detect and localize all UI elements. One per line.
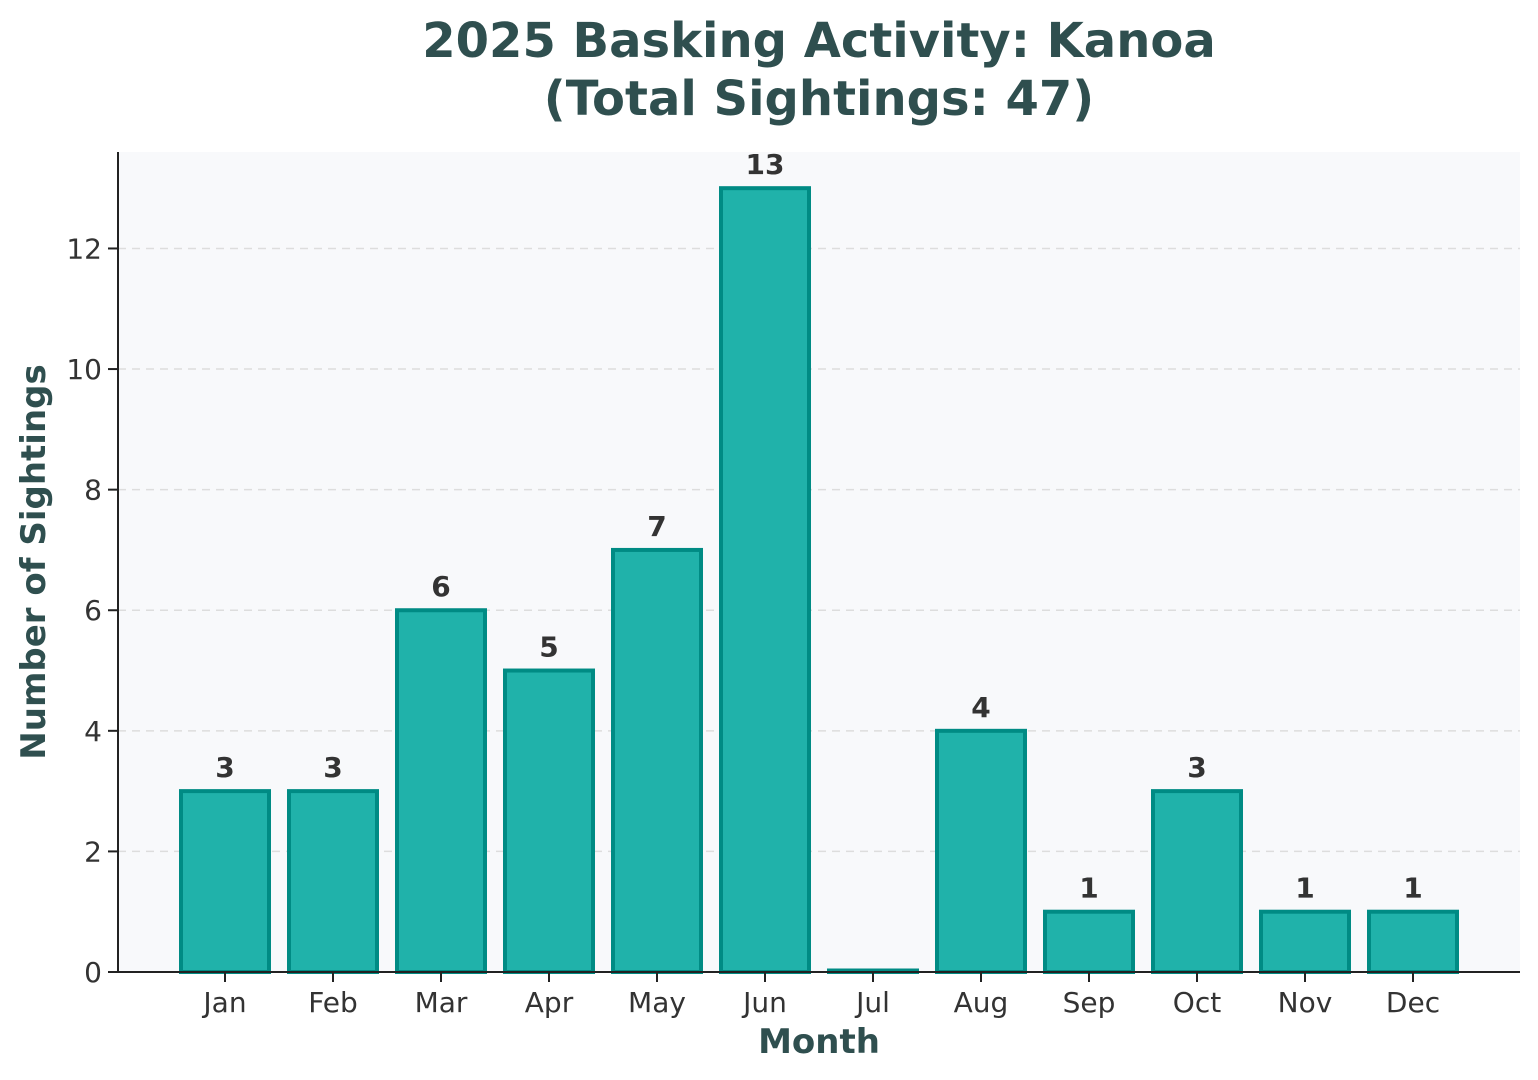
x-tick-label-jun: Jun xyxy=(741,986,787,1019)
bar-dec xyxy=(1367,909,1459,974)
y-axis-label: Number of Sightings xyxy=(14,364,54,759)
y-tick-label: 6 xyxy=(84,594,102,627)
data-label-apr: 5 xyxy=(539,631,558,664)
x-axis-label: Month xyxy=(758,1022,880,1062)
x-ticks: Jan Feb Mar Apr May Jun Jul Aug Sep Oct Nov Dec xyxy=(201,972,1440,1019)
data-label-oct: 3 xyxy=(1187,751,1206,784)
data-label-mar: 6 xyxy=(431,570,450,603)
x-tick-label-jan: Jan xyxy=(201,986,246,1019)
bar-may xyxy=(611,547,703,974)
y-tick-label: 2 xyxy=(84,835,102,868)
x-tick-label-apr: Apr xyxy=(525,986,574,1019)
bars xyxy=(179,186,1459,975)
x-tick-label-feb: Feb xyxy=(308,986,358,1019)
bar-feb xyxy=(287,789,379,975)
x-tick-label-jul: Jul xyxy=(854,986,890,1019)
data-label-may: 7 xyxy=(647,510,666,543)
bar-aug xyxy=(935,728,1027,975)
data-label-feb: 3 xyxy=(323,751,342,784)
y-tick-label: 4 xyxy=(84,715,102,748)
bar-mar xyxy=(395,608,487,974)
bar-jan xyxy=(179,789,271,975)
x-tick-label-sep: Sep xyxy=(1063,986,1116,1019)
chart-title: 2025 Basking Activity: Kanoa xyxy=(422,13,1215,69)
bar-jun xyxy=(719,186,811,975)
grid-lines xyxy=(118,247,1520,853)
y-tick-label: 8 xyxy=(84,474,102,507)
x-tick-label-may: May xyxy=(628,986,686,1019)
bar-sep xyxy=(1043,909,1135,974)
data-label-jun: 13 xyxy=(746,148,785,181)
y-tick-label: 12 xyxy=(66,232,102,265)
x-tick-label-nov: Nov xyxy=(1278,986,1333,1019)
bar-oct xyxy=(1151,789,1243,975)
x-tick-label-oct: Oct xyxy=(1173,986,1221,1019)
data-label-sep: 1 xyxy=(1079,872,1098,905)
x-tick-label-aug: Aug xyxy=(954,986,1009,1019)
y-ticks: 0 2 4 6 8 10 12 xyxy=(66,232,118,989)
x-tick-label-mar: Mar xyxy=(415,986,468,1019)
bar-nov xyxy=(1259,909,1351,974)
data-label-jan: 3 xyxy=(215,751,234,784)
y-tick-label: 10 xyxy=(66,353,102,386)
y-tick-label: 0 xyxy=(84,956,102,989)
data-label-aug: 4 xyxy=(971,691,990,724)
data-label-nov: 1 xyxy=(1295,872,1314,905)
bar-apr xyxy=(503,668,595,974)
chart-subtitle: (Total Sightings: 47) xyxy=(544,71,1094,127)
data-label-dec: 1 xyxy=(1403,872,1422,905)
x-tick-label-dec: Dec xyxy=(1386,986,1440,1019)
